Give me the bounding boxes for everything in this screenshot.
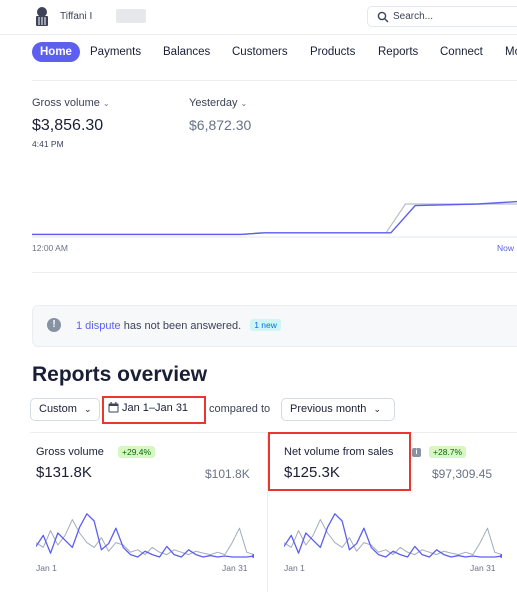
divider — [32, 80, 517, 81]
gross-volume-value: $3,856.30 — [32, 117, 104, 134]
date-range-highlight — [102, 396, 206, 424]
chevron-down-icon: ⌄ — [240, 99, 248, 108]
gross-volume-mini-chart — [36, 513, 254, 559]
main-nav: Home Payments Balances Customers Product… — [0, 34, 517, 70]
current-period-line — [284, 513, 502, 558]
gross-volume-chart[interactable] — [32, 150, 517, 250]
account-name[interactable]: Tiffani I — [60, 11, 93, 22]
net-volume-mini-chart — [284, 513, 502, 559]
yesterday-label: Yesterday — [189, 97, 238, 109]
dispute-banner: ! 1 dispute has not been answered. 1 new — [32, 305, 517, 347]
chevron-down-icon: ⌄ — [373, 404, 382, 414]
date-range-button[interactable]: Jan 1–Jan 31 — [105, 398, 203, 421]
yesterday-series-line — [32, 203, 517, 236]
chevron-down-icon: ⌄ — [102, 99, 110, 108]
net-volume-card[interactable]: Net volume from sales i +28.7% $125.3K $… — [268, 432, 517, 592]
nav-item-connect[interactable]: Connect — [440, 46, 483, 58]
date-range-label: Jan 1–Jan 31 — [122, 402, 189, 414]
card-divider — [267, 432, 268, 592]
chart-x-end-label: Jan 31 — [222, 563, 248, 573]
nav-item-products[interactable]: Products — [310, 46, 356, 58]
dispute-banner-text: 1 dispute has not been answered. 1 new — [76, 319, 281, 332]
new-badge: 1 new — [250, 319, 281, 331]
card-value: $125.3K — [284, 464, 340, 481]
yesterday-value: $6,872.30 — [189, 117, 252, 133]
search-placeholder: Search... — [393, 11, 434, 22]
nav-item-home[interactable]: Home — [32, 42, 80, 62]
chart-x-start-label: 12:00 AM — [32, 243, 68, 253]
compare-period-label: Previous month — [290, 403, 367, 415]
calendar-icon — [108, 402, 119, 413]
nav-item-reports[interactable]: Reports — [378, 46, 419, 58]
top-bar: Tiffani I Search... — [0, 0, 517, 34]
custom-filter-button[interactable]: Custom ⌄ — [30, 398, 100, 421]
card-label: Net volume from sales — [284, 446, 394, 458]
search-input[interactable]: Search... — [367, 6, 517, 27]
alert-icon: ! — [47, 318, 61, 332]
nav-item-balances[interactable]: Balances — [163, 46, 211, 58]
card-compare-value: $101.8K — [205, 467, 250, 481]
card-compare-value: $97,309.45 — [432, 467, 493, 481]
change-badge: +29.4% — [118, 446, 156, 458]
chart-x-start-label: Jan 1 — [284, 563, 305, 573]
today-series-line — [32, 200, 517, 236]
gross-volume-card[interactable]: Gross volume +29.4% $131.8K $101.8K Jan … — [30, 432, 267, 592]
net-volume-highlight — [268, 432, 411, 491]
dispute-message: has not been answered. — [123, 320, 242, 332]
custom-filter-label: Custom — [39, 403, 77, 415]
chart-x-end-label: Jan 31 — [470, 563, 496, 573]
current-point-marker — [252, 554, 254, 559]
account-name-redaction — [116, 9, 146, 23]
change-badge: +28.7% — [429, 446, 467, 458]
chart-x-start-label: Jan 1 — [36, 563, 57, 573]
gross-volume-label: Gross volume — [32, 97, 100, 109]
chart-x-end-label: Now — [497, 243, 515, 253]
current-period-line — [36, 513, 254, 558]
dispute-link[interactable]: 1 dispute — [76, 320, 121, 332]
nav-item-payments[interactable]: Payments — [90, 46, 142, 58]
previous-period-line — [36, 519, 254, 556]
info-icon[interactable]: i — [412, 448, 421, 457]
card-label: Gross volume — [36, 446, 104, 458]
current-point-marker — [500, 554, 502, 559]
yesterday-selector[interactable]: Yesterday ⌄ — [189, 97, 247, 109]
card-value: $131.8K — [36, 464, 92, 481]
compared-to-label: compared to — [209, 403, 271, 415]
nav-item-more[interactable]: Mo — [505, 46, 517, 58]
reports-overview-title: Reports overview — [32, 363, 208, 386]
nav-item-customers[interactable]: Customers — [232, 46, 288, 58]
previous-period-line — [284, 519, 502, 556]
search-icon — [377, 11, 389, 23]
divider — [32, 272, 517, 273]
gross-volume-time: 4:41 PM — [32, 139, 64, 149]
gross-volume-selector[interactable]: Gross volume ⌄ — [32, 97, 110, 109]
compare-period-button[interactable]: Previous month ⌄ — [281, 398, 395, 421]
account-logo-icon[interactable] — [32, 6, 52, 28]
chevron-down-icon: ⌄ — [83, 404, 92, 414]
